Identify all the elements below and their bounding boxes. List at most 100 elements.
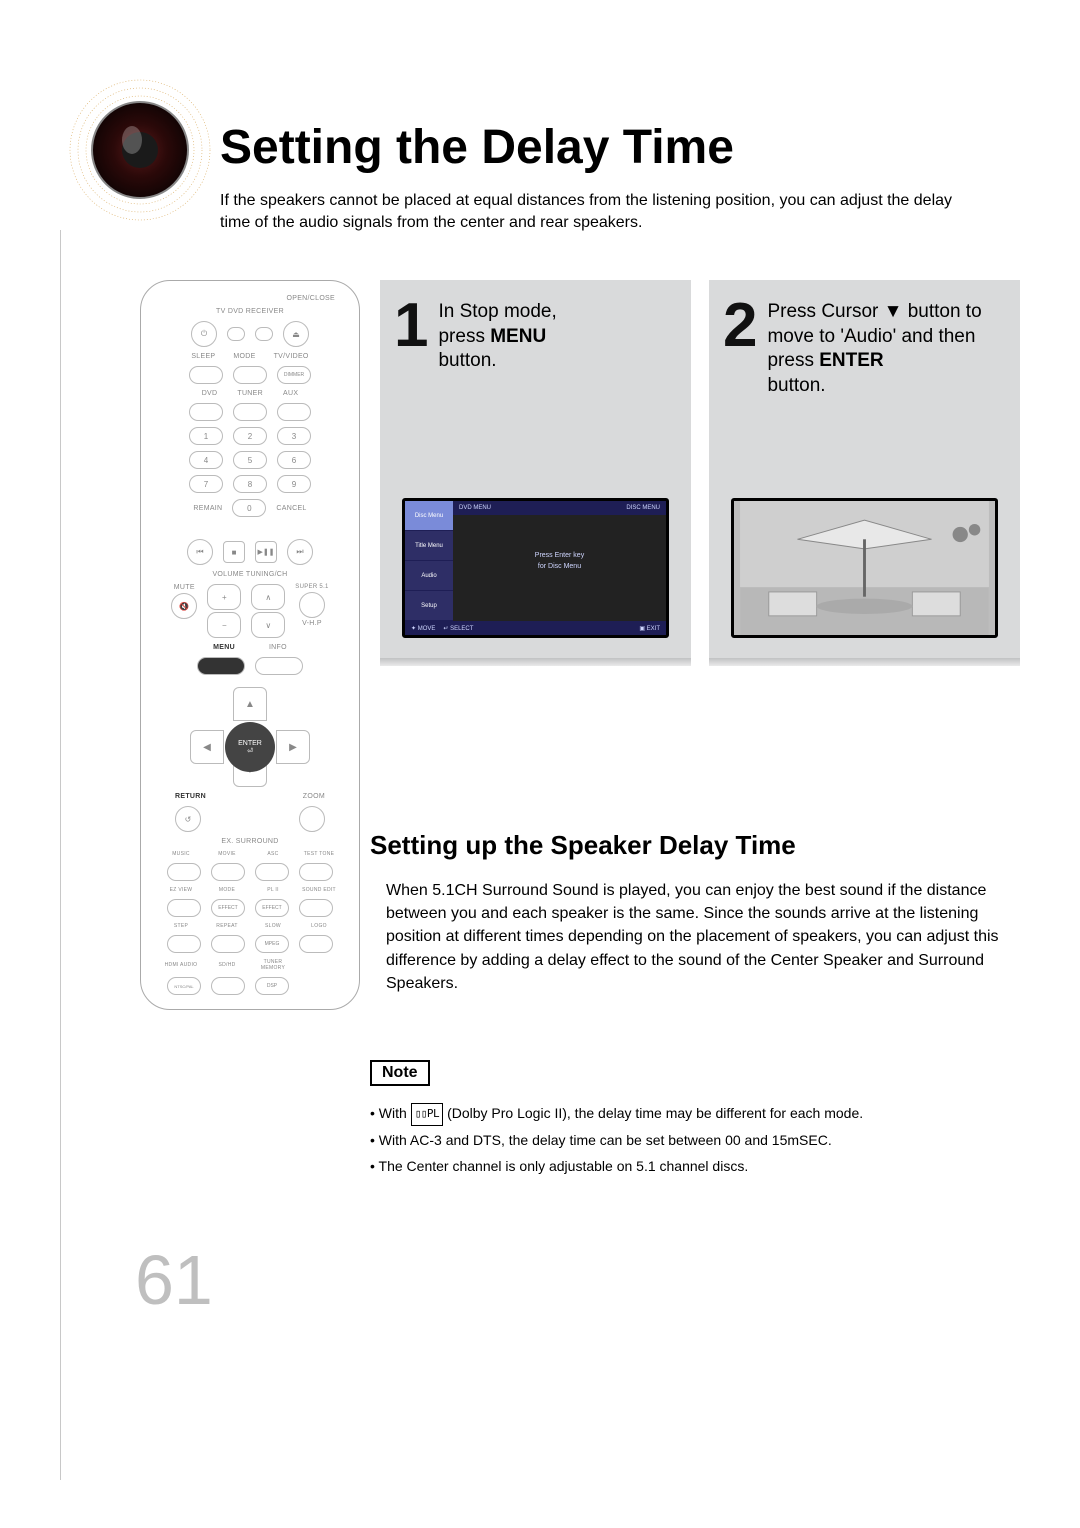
sleep-label: SLEEP bbox=[191, 353, 215, 360]
key-1: 1 bbox=[189, 427, 223, 445]
key-8: 8 bbox=[233, 475, 267, 493]
key-3: 3 bbox=[277, 427, 311, 445]
tv-footer-move: ✦ MOVE bbox=[411, 625, 435, 632]
super51-label: SUPER 5.1 bbox=[295, 584, 328, 590]
dpad: ▲ ▼ ◀ ▶ ENTER⏎ bbox=[190, 687, 310, 787]
dolby-pl2-icon: ▯▯PL bbox=[411, 1103, 444, 1126]
tvvideo-label: TV/VIDEO bbox=[274, 353, 309, 360]
remote-open-close-label: OPEN/CLOSE bbox=[286, 295, 335, 302]
vol-up-icon: + bbox=[207, 584, 241, 610]
return-label: RETURN bbox=[175, 793, 206, 800]
menu-button bbox=[197, 657, 245, 675]
key-6: 6 bbox=[277, 451, 311, 469]
remote-grid-label: MODE bbox=[206, 887, 248, 893]
remote-tv-receiver-label: TV DVD RECEIVER bbox=[216, 308, 284, 315]
remain-label: REMAIN bbox=[193, 505, 222, 512]
remote-grid-label: STEP bbox=[160, 923, 202, 929]
page-intro: If the speakers cannot be placed at equa… bbox=[220, 190, 980, 233]
page-header: Setting the Delay Time If the speakers c… bbox=[60, 60, 1020, 260]
remote-grid-label: PL II bbox=[252, 887, 294, 893]
cancel-label: CANCEL bbox=[276, 505, 306, 512]
info-label: INFO bbox=[269, 644, 287, 651]
dsp-button: DSP bbox=[255, 977, 289, 995]
mpeg-sub-button: MPEG bbox=[255, 935, 289, 953]
ntsc-button: NTSC/PAL bbox=[167, 977, 201, 995]
menu-label: MENU bbox=[213, 644, 235, 651]
dimmer-button: DIMMER bbox=[277, 366, 311, 384]
vhp-label: V-H.P bbox=[302, 620, 322, 627]
step-2-card: 2 Press Cursor ▼ button to move to 'Audi… bbox=[709, 280, 1020, 660]
vol-down-icon: − bbox=[207, 612, 241, 638]
remote-grid-label: MOVIE bbox=[206, 851, 248, 857]
sidebar-title-menu: Title Menu bbox=[405, 531, 453, 561]
return-button: ↺ bbox=[175, 806, 201, 832]
sidebar-audio: Audio bbox=[405, 561, 453, 591]
note-item: With AC-3 and DTS, the delay time can be… bbox=[370, 1127, 1020, 1154]
remote-grid-label: SD/HD bbox=[206, 962, 248, 968]
remote-control-illustration: OPEN/CLOSE TV DVD RECEIVER ⏻ ⏏ SLEEP MOD… bbox=[140, 280, 360, 1010]
volume-tuning-label: VOLUME TUNING/CH bbox=[212, 571, 287, 578]
zoom-button bbox=[299, 806, 325, 832]
step-1-card: 1 In Stop mode, press MENU button. DVD M… bbox=[380, 280, 691, 660]
key-9: 9 bbox=[277, 475, 311, 493]
tv-led-icon bbox=[227, 327, 245, 341]
info-button bbox=[255, 657, 303, 675]
dpad-up-icon: ▲ bbox=[233, 687, 267, 721]
note-label: Note bbox=[370, 1060, 430, 1086]
section-body: When 5.1CH Surround Sound is played, you… bbox=[370, 879, 1020, 995]
remote-grid-label: SOUND EDIT bbox=[298, 887, 340, 893]
tv-body-line1: Press Enter key bbox=[535, 552, 584, 559]
mute-icon: 🔇 bbox=[171, 593, 197, 619]
tv-body-line2: for Disc Menu bbox=[538, 563, 581, 570]
key-0: 0 bbox=[232, 499, 266, 517]
speaker-illustration-icon bbox=[60, 70, 220, 230]
tv-footer-exit: ▣ EXIT bbox=[639, 625, 660, 632]
remote-grid-label: TUNER MEMORY bbox=[252, 959, 294, 971]
remote-grid-label: TEST TONE bbox=[298, 851, 340, 857]
remote-grid-label: ASC bbox=[252, 851, 294, 857]
step-2-text: Press Cursor ▼ button to move to 'Audio'… bbox=[767, 298, 1004, 420]
dpad-left-icon: ◀ bbox=[190, 730, 224, 764]
page-title: Setting the Delay Time bbox=[220, 120, 734, 175]
remote-grid-label: REPEAT bbox=[206, 923, 248, 929]
key-4: 4 bbox=[189, 451, 223, 469]
note-item: The Center channel is only adjustable on… bbox=[370, 1153, 1020, 1180]
remote-grid-label: LOGO bbox=[298, 923, 340, 929]
mute-label: MUTE bbox=[174, 584, 195, 591]
page-number: 61 bbox=[135, 1240, 213, 1320]
beach-scene-icon bbox=[734, 501, 995, 635]
tv-sidebar: Disc Menu Title Menu Audio Setup bbox=[405, 501, 453, 621]
sidebar-disc-menu: Disc Menu bbox=[405, 501, 453, 531]
prev-icon: ⏮ bbox=[187, 539, 213, 565]
section-heading: Setting up the Speaker Delay Time bbox=[370, 830, 1020, 861]
dvd-label: DVD bbox=[202, 390, 218, 397]
mode-label: MODE bbox=[233, 353, 255, 360]
ch-down-icon: ∨ bbox=[251, 612, 285, 638]
ch-up-icon: ∧ bbox=[251, 584, 285, 610]
sidebar-setup: Setup bbox=[405, 591, 453, 621]
key-7: 7 bbox=[189, 475, 223, 493]
remote-grid-label: MUSIC bbox=[160, 851, 202, 857]
note-box: Note With ▯▯PL (Dolby Pro Logic II), the… bbox=[370, 1060, 1020, 1180]
step-1-text: In Stop mode, press MENU button. bbox=[438, 298, 556, 420]
key-5: 5 bbox=[233, 451, 267, 469]
key-2: 2 bbox=[233, 427, 267, 445]
effect-sub-button: EFFECT bbox=[255, 899, 289, 917]
mode-sub-button: EFFECT bbox=[211, 899, 245, 917]
vertical-rule bbox=[60, 230, 61, 1480]
remote-grid-label: HDMI AUDIO bbox=[160, 962, 202, 968]
enter-button: ENTER⏎ bbox=[225, 722, 275, 772]
play-pause-icon: ▶❚❚ bbox=[255, 541, 277, 563]
receiver-led-icon bbox=[255, 327, 273, 341]
step-2-number: 2 bbox=[723, 298, 757, 420]
note-item: With ▯▯PL (Dolby Pro Logic II), the dela… bbox=[370, 1100, 1020, 1127]
step-1-screen: DVD MENU DISC MENU Disc Menu Title Menu … bbox=[402, 498, 669, 638]
speaker-delay-section: Setting up the Speaker Delay Time When 5… bbox=[370, 830, 1020, 995]
dpad-right-icon: ▶ bbox=[276, 730, 310, 764]
eject-icon: ⏏ bbox=[283, 321, 309, 347]
step-2-screen bbox=[731, 498, 998, 638]
stop-icon: ■ bbox=[223, 541, 245, 563]
tuner-label: TUNER bbox=[237, 390, 263, 397]
ex-surround-label: EX. SURROUND bbox=[221, 838, 278, 845]
tv-footer-select: ↵ SELECT bbox=[443, 625, 473, 632]
